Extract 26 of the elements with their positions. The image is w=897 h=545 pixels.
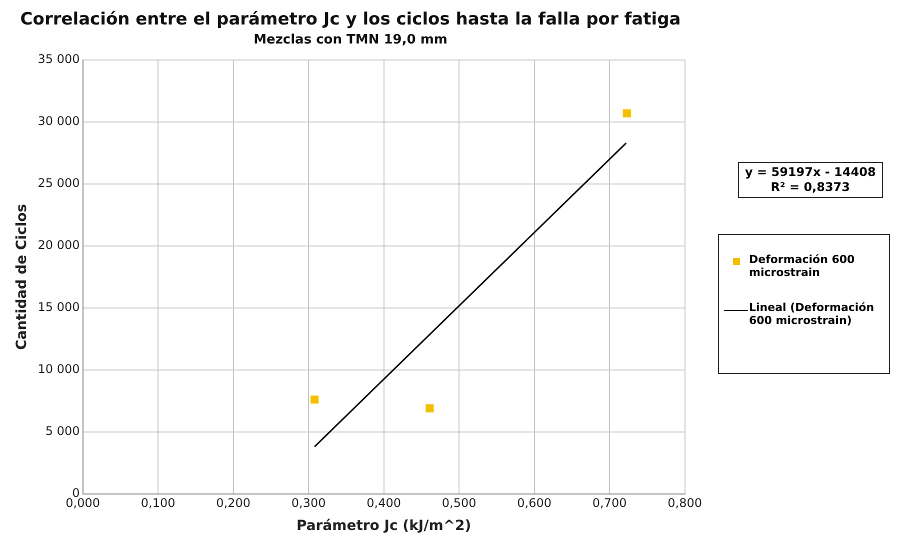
x-tick-label: 0,700 (592, 496, 627, 510)
y-axis-title: Cantidad de Ciclos (14, 204, 30, 350)
x-tick-label: 0,500 (442, 496, 476, 510)
chart-title: Correlación entre el parámetro Jc y los ciclos hasta la falla por fatiga (20, 10, 681, 30)
point (622, 109, 631, 118)
x-tick-label: 0,300 (291, 496, 326, 510)
y-tick-label: 30 000 (38, 114, 80, 128)
x-tick-label: 0,600 (517, 496, 552, 510)
y-tick-label: 10 000 (38, 362, 80, 376)
y-tick-label: 20 000 (38, 238, 80, 252)
x-tick-label: 0,100 (140, 496, 176, 510)
x-tick-label: 0,200 (216, 496, 250, 510)
text: y = 59197x - 14408 (745, 165, 876, 180)
y-tick-label: 25 000 (38, 176, 80, 190)
y-tick-label: 15 000 (38, 300, 80, 314)
x-tick-label: 0,800 (668, 496, 702, 510)
y-tick-label: 35 000 (38, 52, 80, 66)
legend-label: Deformación 600 microstrain (749, 253, 856, 279)
x-axis-title: Parámetro Jc (kJ/m^2) (296, 518, 472, 534)
point (310, 396, 319, 404)
text: R² = 0,8373 (770, 180, 852, 195)
point (426, 404, 434, 412)
y-tick-label: 5 000 (45, 424, 80, 438)
legend-label: Lineal (Deformación 600 microstrain) (749, 301, 876, 327)
x-tick-label: 0,400 (366, 496, 401, 510)
chart-subtitle: Mezclas con TMN 19,0 mm (254, 32, 448, 48)
